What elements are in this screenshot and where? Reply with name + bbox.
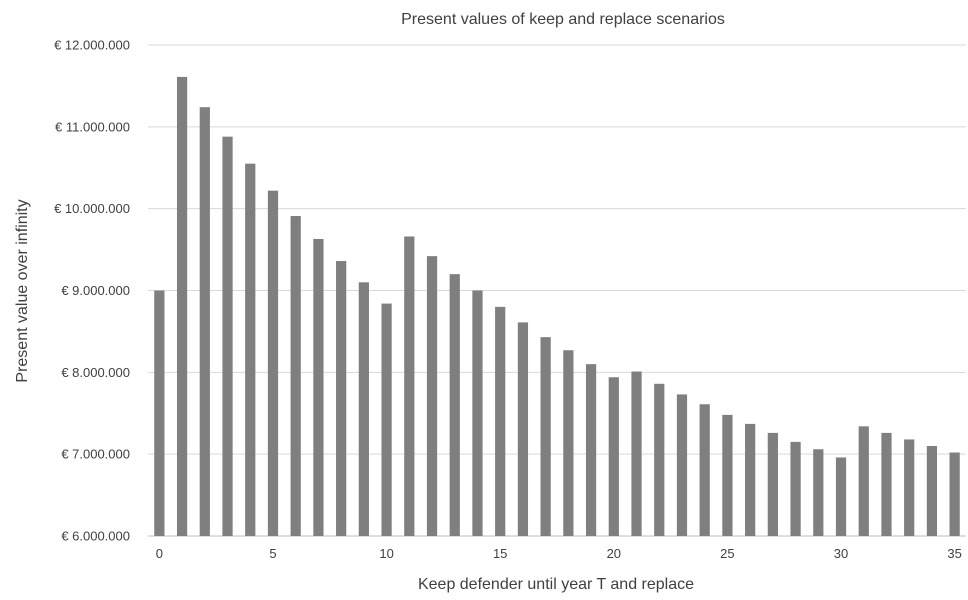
- bar: [676, 394, 688, 536]
- y-axis-label: Present value over infinity: [14, 199, 31, 382]
- bar: [245, 163, 256, 537]
- y-tick-label: € 10.000.000: [54, 201, 130, 216]
- bar: [563, 350, 574, 536]
- bars: [154, 76, 960, 537]
- x-tick-label: 20: [607, 546, 621, 561]
- bar: [767, 432, 778, 536]
- bar: [654, 383, 665, 536]
- bar: [381, 303, 392, 536]
- bar: [790, 441, 801, 536]
- bar: [267, 190, 279, 536]
- chart-title: Present values of keep and replace scena…: [401, 11, 725, 28]
- y-axis-ticks: € 6.000.000 € 7.000.000 € 8.000.000 € 9.000…: [54, 38, 130, 544]
- x-tick-label: 30: [834, 546, 848, 561]
- x-axis-ticks: 0 5 10 15 20 25 30 35: [156, 546, 962, 561]
- y-tick-label: € 12.000.000: [54, 38, 130, 53]
- bar: [540, 337, 551, 536]
- x-tick-label: 25: [720, 546, 734, 561]
- x-tick-label: 5: [269, 546, 276, 561]
- bar: [199, 107, 210, 537]
- y-tick-label: € 8.000.000: [61, 365, 130, 380]
- bar: [722, 414, 733, 536]
- bar: [813, 449, 824, 536]
- x-tick-label: 0: [156, 546, 163, 561]
- bar: [336, 261, 347, 536]
- bar: [449, 274, 460, 536]
- bar: [358, 282, 369, 536]
- y-tick-label: € 9.000.000: [61, 283, 130, 298]
- y-tick-label: € 11.000.000: [55, 119, 130, 134]
- bar: [313, 238, 324, 536]
- gridlines: [148, 44, 966, 537]
- bar: [926, 445, 938, 536]
- bar: [949, 452, 960, 536]
- bar: [222, 136, 233, 537]
- bar: [404, 236, 415, 537]
- y-tick-label: € 6.000.000: [61, 529, 130, 544]
- bar: [585, 364, 597, 536]
- x-tick-label: 35: [947, 546, 961, 561]
- x-tick-label: 15: [493, 546, 507, 561]
- bar: [608, 377, 619, 536]
- bar: [631, 371, 642, 536]
- bar: [495, 306, 506, 536]
- bar: [745, 423, 756, 536]
- bar: [904, 439, 915, 536]
- bar: [835, 457, 847, 536]
- bar: [699, 404, 710, 536]
- x-axis-label: Keep defender until year T and replace: [418, 576, 694, 593]
- bar: [154, 290, 165, 536]
- bar: [517, 322, 529, 536]
- bar: [176, 76, 188, 536]
- bar: [858, 426, 869, 536]
- bar: [472, 290, 483, 536]
- y-tick-label: € 7.000.000: [61, 447, 130, 462]
- bar: [426, 256, 438, 536]
- bar: [290, 216, 301, 536]
- bar: [881, 432, 892, 536]
- x-tick-label: 10: [379, 546, 393, 561]
